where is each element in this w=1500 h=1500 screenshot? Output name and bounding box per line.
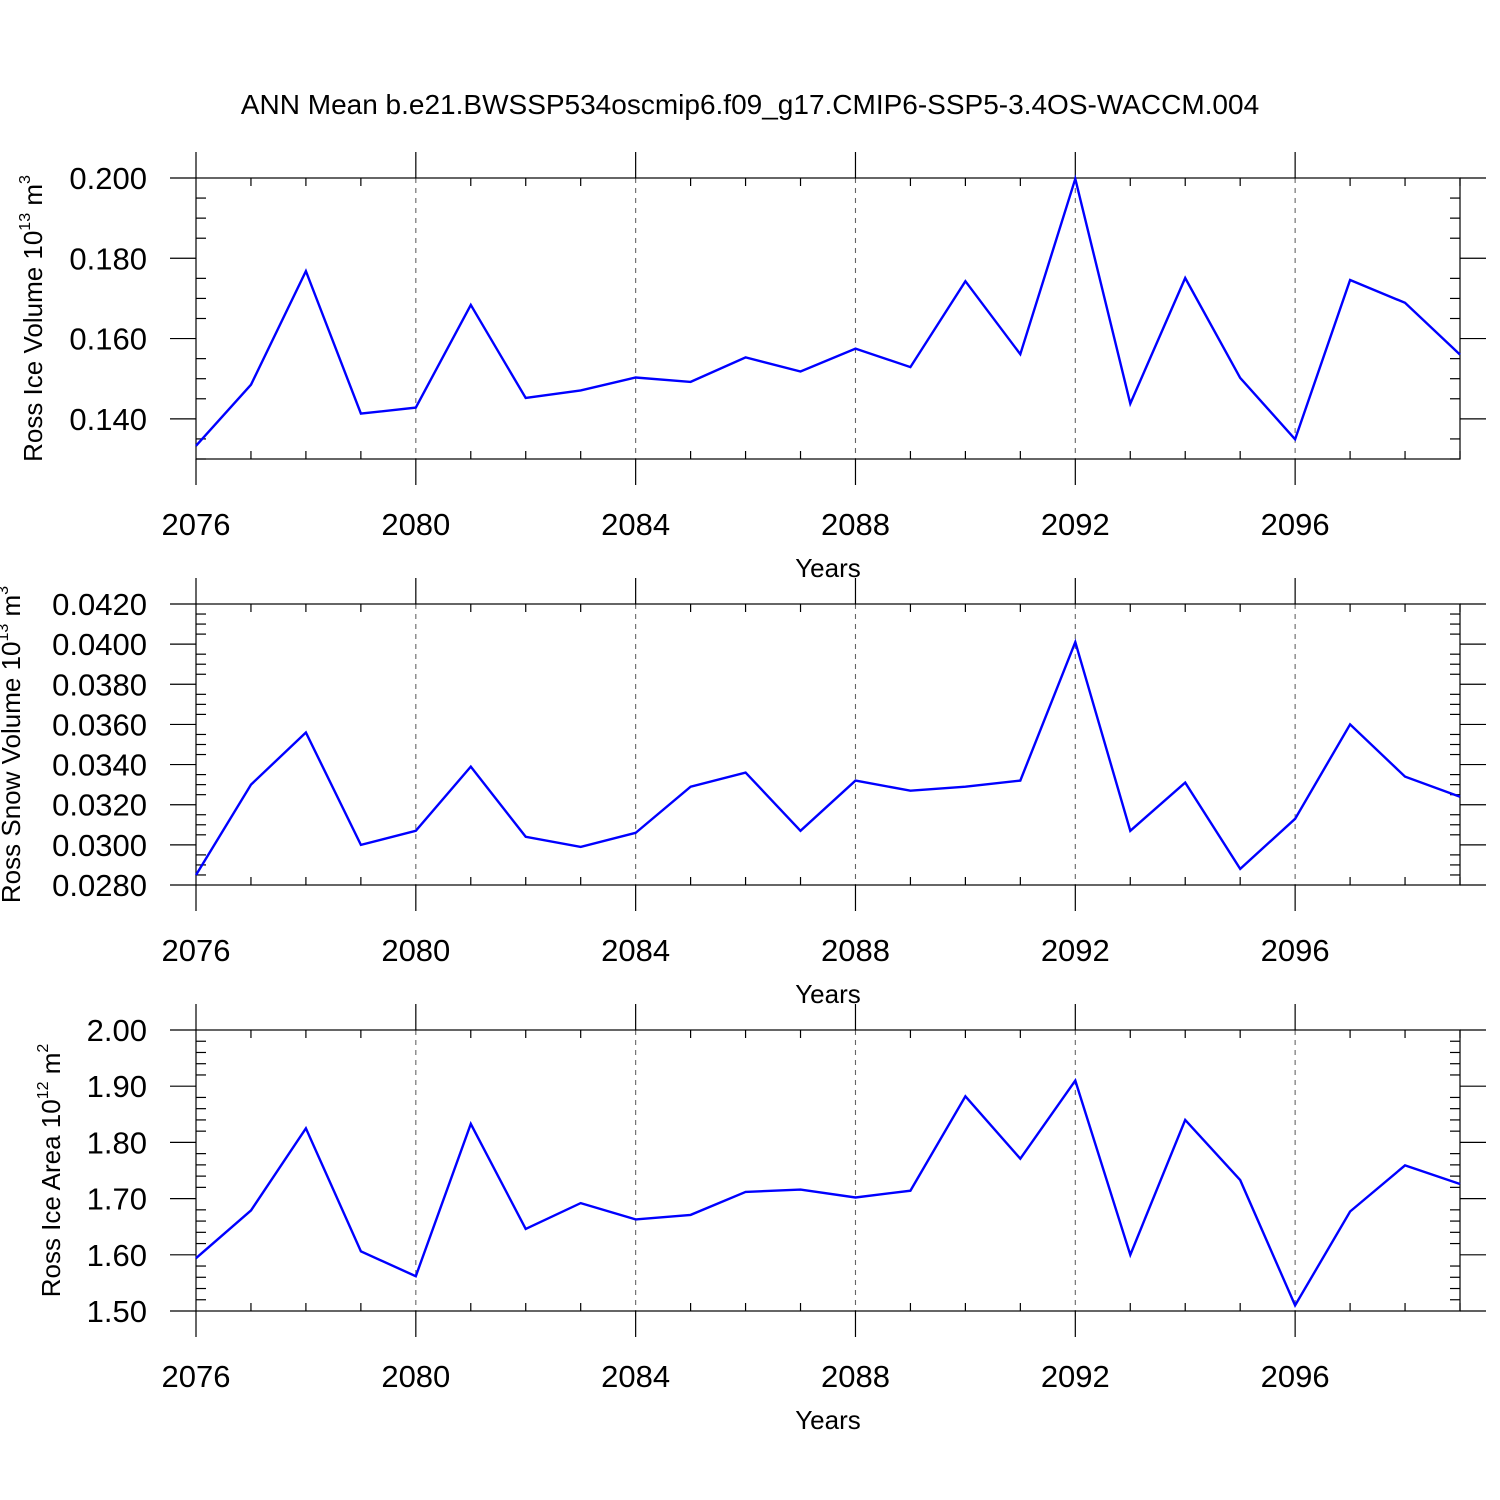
- x-tick-label: 2080: [381, 1359, 450, 1394]
- x-tick-label: 2092: [1041, 933, 1110, 968]
- x-tick-label: 2076: [162, 933, 231, 968]
- panel-1: 0.140 0.160 0.180 0.200 2076 2080 2084 2088 2092…: [17, 152, 1486, 583]
- y-axis-label-unit-exponent: 2: [35, 1044, 52, 1053]
- x-tick-label: 2088: [821, 933, 890, 968]
- x-tick-label: 2088: [821, 507, 890, 542]
- y-axis-label: Ross Ice Area 1012 m2: [35, 1044, 66, 1298]
- y-tick-label: 1.50: [87, 1294, 147, 1329]
- y-axis-label: Ross Snow Volume 1013 m3: [0, 586, 26, 903]
- y-tick-label: 0.160: [69, 322, 147, 357]
- y-axis-label-exponent: 12: [35, 1081, 52, 1099]
- panel-2: 0.0280 0.0300 0.0320 0.0340 0.0360 0.0380 0.04…: [0, 578, 1486, 1009]
- y-axis-label-main: Ross Ice Volume 10: [18, 231, 48, 462]
- x-tick-label: 2096: [1261, 933, 1330, 968]
- x-tick-label: 2092: [1041, 1359, 1110, 1394]
- x-tick-label: 2076: [162, 1359, 231, 1394]
- y-tick-label: 0.0400: [52, 627, 147, 662]
- x-tick-label: 2080: [381, 507, 450, 542]
- y-tick-label: 1.70: [87, 1182, 147, 1217]
- x-tick-label: 2084: [601, 1359, 670, 1394]
- y-axis-label-main: Ross Ice Area 10: [36, 1099, 66, 1297]
- y-tick-label: 0.0380: [52, 667, 147, 702]
- y-axis-label-unit: m: [0, 595, 26, 624]
- panel-3: 1.50 1.60 1.70 1.80 1.90 2.00 2076 2080 2084 2088…: [35, 1004, 1486, 1435]
- x-tick-label: 2084: [601, 933, 670, 968]
- y-axis-label: Ross Ice Volume 1013 m3: [17, 175, 48, 462]
- x-tick-label: 2092: [1041, 507, 1110, 542]
- y-tick-label: 0.0360: [52, 707, 147, 742]
- x-tick-label: 2080: [381, 933, 450, 968]
- figure-title: ANN Mean b.e21.BWSSP534oscmip6.f09_g17.C…: [241, 89, 1259, 120]
- x-tick-label: 2096: [1261, 507, 1330, 542]
- x-tick-label: 2096: [1261, 1359, 1330, 1394]
- y-axis-label-unit-exponent: 3: [0, 586, 12, 595]
- series-line: [195, 174, 1461, 447]
- y-axis-label-main: Ross Snow Volume 10: [0, 642, 26, 904]
- y-tick-label: 0.180: [69, 241, 147, 276]
- x-tick-label: 2084: [601, 507, 670, 542]
- y-tick-label: 0.0280: [52, 868, 147, 903]
- series-line: [194, 638, 1461, 876]
- panels: 0.140 0.160 0.180 0.200 2076 2080 2084 2088 2092…: [0, 152, 1486, 1435]
- x-axis-label: Years: [795, 553, 861, 583]
- y-tick-label: 0.0320: [52, 788, 147, 823]
- y-tick-label: 1.90: [87, 1069, 147, 1104]
- y-tick-label: 1.60: [87, 1238, 147, 1273]
- y-tick-label: 0.140: [69, 402, 147, 437]
- x-axis-label: Years: [795, 1405, 861, 1435]
- x-tick-label: 2088: [821, 1359, 890, 1394]
- y-tick-label: 0.0420: [52, 587, 147, 622]
- plot-frame: [195, 177, 1461, 460]
- x-axis-label: Years: [795, 979, 861, 1009]
- y-axis-label-unit: m: [18, 184, 48, 213]
- y-axis-label-unit: m: [36, 1053, 66, 1082]
- y-axis-label-exponent: 13: [17, 213, 34, 231]
- y-tick-label: 0.200: [69, 161, 147, 196]
- y-tick-label: 0.0340: [52, 748, 147, 783]
- y-tick-label: 0.0300: [52, 828, 147, 863]
- x-tick-label: 2076: [162, 507, 231, 542]
- series-line: [195, 1077, 1461, 1309]
- y-axis-label-unit-exponent: 3: [17, 175, 34, 184]
- y-tick-label: 2.00: [87, 1013, 147, 1048]
- y-tick-label: 1.80: [87, 1125, 147, 1160]
- plot-frame: [195, 1029, 1461, 1312]
- y-axis-label-exponent: 13: [0, 624, 12, 642]
